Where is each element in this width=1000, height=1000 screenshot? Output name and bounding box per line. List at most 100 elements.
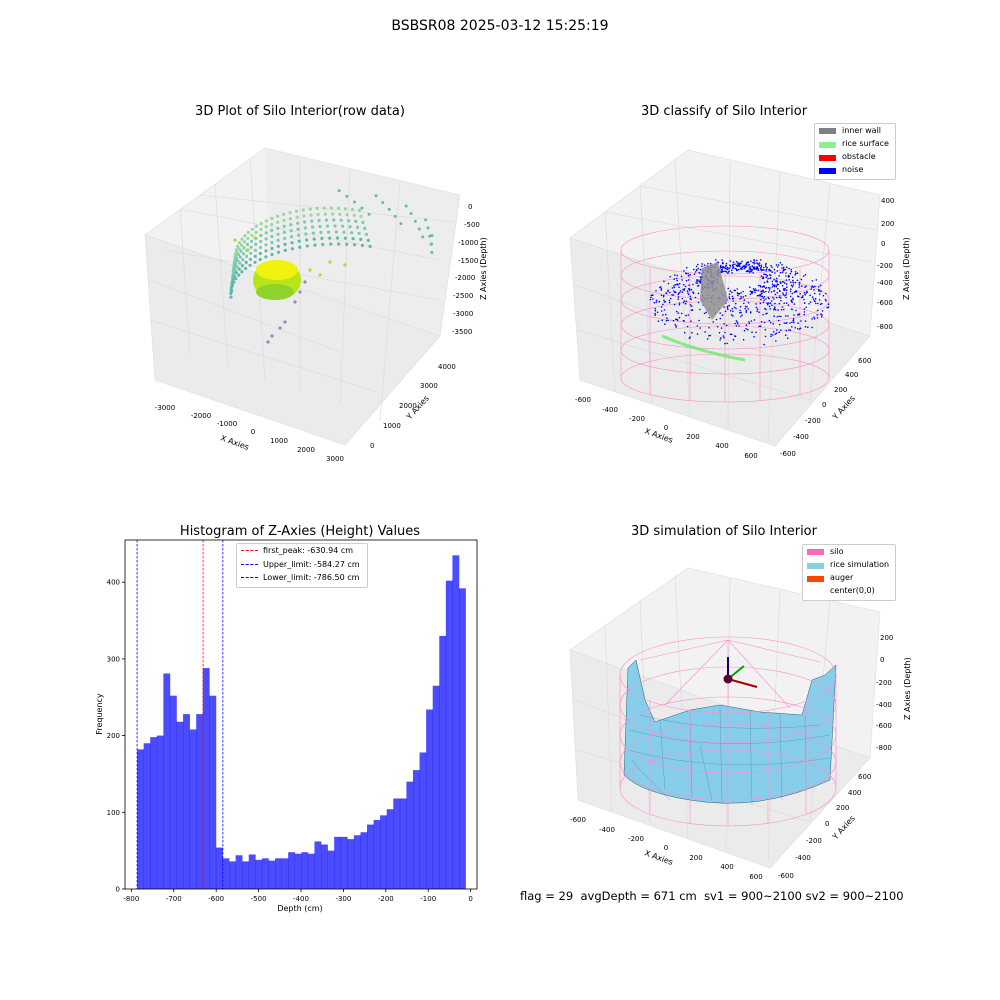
classify-noise-point [750, 260, 752, 263]
classify-noise-point [765, 276, 767, 279]
raw-point [334, 230, 338, 234]
classify-noise-point [743, 267, 746, 270]
classify-noise-point [657, 320, 660, 323]
histogram-bar [353, 835, 361, 889]
simulation-x-tick: 0 [664, 844, 668, 852]
classify-noise-point [803, 311, 806, 313]
histogram-bar [150, 737, 158, 889]
raw-point [430, 242, 434, 246]
classify-noise-point [729, 260, 731, 262]
raw-point [236, 259, 240, 263]
classify-noise-point [784, 294, 786, 297]
classify-noise-point [827, 306, 830, 308]
classify-noise-point [677, 296, 680, 298]
classify-noise-point [751, 268, 753, 271]
raw-point [236, 244, 240, 248]
classify-noise-point [745, 270, 748, 273]
classify-noise-point [820, 316, 823, 318]
raw-point [336, 206, 341, 210]
classify-noise-point [790, 299, 793, 302]
classify-noise-point [727, 308, 729, 311]
classify-noise-point [798, 286, 800, 288]
classify-noise-point [724, 331, 726, 334]
classify-x-tick: -600 [575, 396, 591, 404]
classify-noise-point [650, 294, 653, 297]
classify-noise-point [696, 280, 698, 283]
classify-noise-point [782, 281, 785, 283]
classify-noise-point [738, 268, 740, 271]
raw-point [250, 227, 254, 231]
classify-noise-point [695, 265, 698, 268]
classify-x-tick: 600 [744, 452, 757, 460]
raw-point [302, 214, 306, 218]
raw-point [308, 268, 312, 272]
classify-noise-point [716, 325, 719, 328]
classify-noise-point [744, 295, 747, 297]
classify-noise-point [751, 265, 754, 267]
classify-noise-point [763, 321, 766, 324]
classify-noise-point [706, 338, 709, 340]
classify-noise-point [749, 286, 751, 289]
classify-noise-point [744, 307, 746, 310]
classify-noise-point [752, 272, 754, 274]
classify-noise-point [794, 281, 797, 284]
classify-noise-point [675, 325, 677, 327]
raw-point [337, 189, 341, 193]
histogram-bar [360, 832, 368, 889]
classify-noise-point [795, 290, 798, 293]
classify-noise-point [792, 284, 795, 286]
classify-noise-point [800, 320, 802, 322]
classify-noise-point [812, 298, 815, 300]
raw-point [290, 241, 294, 245]
classify-noise-point [726, 305, 729, 308]
classify-noise-point [763, 296, 766, 298]
raw-x-tick: 2000 [297, 446, 315, 454]
classify-noise-point [794, 327, 796, 329]
classify-noise-point [774, 333, 777, 335]
raw-point [241, 252, 245, 256]
classify-noise-point [673, 291, 676, 294]
classify-noise-point [690, 320, 692, 323]
raw-point [258, 257, 262, 262]
histogram-bar [215, 847, 223, 889]
raw-x-tick: 3000 [326, 455, 344, 463]
classify-noise-point [763, 281, 766, 284]
classify-noise-point [722, 261, 724, 264]
histogram-bar [393, 798, 401, 889]
classify-noise-point [729, 333, 732, 336]
classify-noise-point [814, 285, 816, 288]
histogram-bar [399, 798, 407, 889]
classify-noise-point [785, 289, 788, 291]
classify-noise-point [704, 331, 706, 333]
raw-point [343, 207, 348, 211]
raw-point [249, 239, 254, 243]
classify-noise-point [788, 278, 791, 281]
classify-noise-point [777, 309, 779, 311]
raw-point [297, 239, 301, 243]
classify-noise-point [773, 315, 775, 318]
classify-noise-point [753, 289, 756, 292]
classify-noise-point [678, 316, 681, 319]
classify-noise-point [690, 288, 693, 291]
classify-noise-point [729, 290, 732, 292]
classify-noise-point [701, 263, 703, 265]
histogram-bar [458, 588, 466, 889]
raw-point [276, 238, 280, 242]
classify-x-tick: -200 [629, 415, 645, 423]
raw-point [231, 272, 236, 276]
classify-noise-point [655, 299, 658, 302]
raw-point [245, 254, 249, 258]
raw-point [258, 251, 262, 256]
histogram-bar [229, 861, 236, 889]
classify-noise-point [774, 293, 777, 296]
classify-noise-point [774, 309, 777, 311]
raw-point [305, 244, 309, 248]
raw-point [276, 244, 280, 248]
raw-point [264, 255, 268, 259]
classify-noise-point [775, 296, 778, 299]
classify-noise-point [784, 334, 787, 337]
classify-noise-point [735, 320, 738, 322]
histogram-bar [307, 853, 315, 889]
raw-point [241, 258, 245, 262]
histogram-bar [301, 852, 309, 889]
